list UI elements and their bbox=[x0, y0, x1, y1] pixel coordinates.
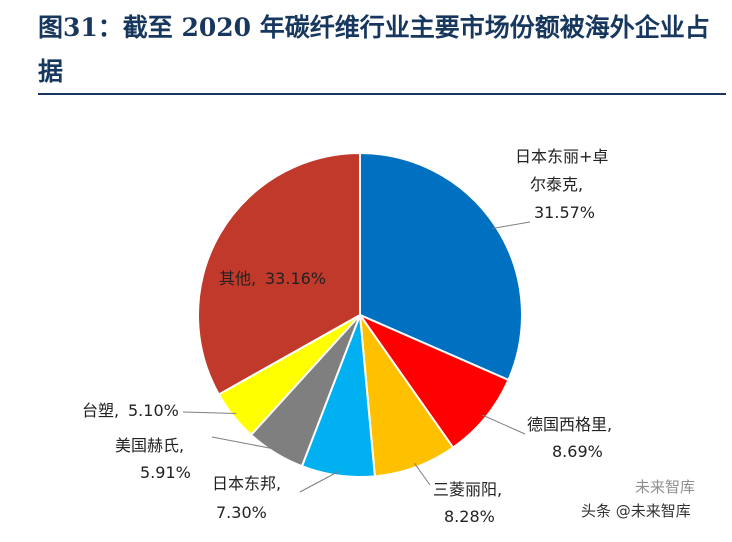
leader-hexcel bbox=[211, 436, 278, 450]
slice-label-toray-line2: 尔泰克, bbox=[530, 175, 583, 194]
title-divider bbox=[38, 93, 726, 95]
slice-label-sgl: 德国西格里, bbox=[527, 415, 612, 434]
slice-label-toray-line1: 日本东丽+卓 bbox=[515, 147, 608, 166]
slice-value-other: 33.16% bbox=[265, 269, 326, 288]
slice-value-formosa: 5.10% bbox=[128, 401, 179, 420]
leader-mitsubishi bbox=[414, 463, 431, 486]
slice-label-hexcel: 美国赫氏, bbox=[115, 436, 184, 455]
watermark: 头条 @未来智库 bbox=[581, 502, 691, 520]
chart-title: 图31：截至 2020 年碳纤维行业主要市场份额被海外企业占据 bbox=[38, 13, 710, 86]
slice-value-hexcel: 5.91% bbox=[140, 463, 191, 482]
leader-toray bbox=[492, 221, 531, 229]
slice-value-toray: 31.57% bbox=[534, 203, 595, 222]
leader-toho bbox=[299, 471, 339, 493]
slice-label-formosa: 台塑, bbox=[82, 401, 119, 420]
slice-toray-tolic bbox=[359, 151, 523, 382]
slice-value-sgl: 8.69% bbox=[552, 442, 603, 461]
slice-label-mitsubishi: 三菱丽阳, bbox=[433, 480, 502, 499]
leader-sgl bbox=[482, 414, 526, 435]
slice-label-other: 其他, bbox=[219, 269, 256, 288]
slice-value-mitsubishi: 8.28% bbox=[444, 507, 495, 526]
slice-label-toho: 日本东邦, bbox=[212, 474, 281, 493]
watermark-top: 未来智库 bbox=[635, 478, 696, 496]
leader-formosa bbox=[182, 411, 237, 414]
slice-value-toho: 7.30% bbox=[216, 503, 267, 522]
slice-other bbox=[197, 151, 361, 396]
slice-sgl bbox=[357, 312, 510, 449]
